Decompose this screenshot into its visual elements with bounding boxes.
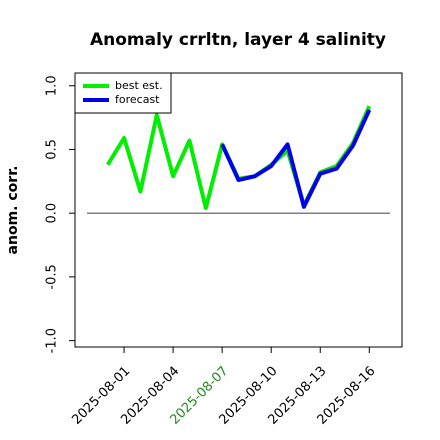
legend-box xyxy=(74,72,172,114)
y-tick-label: 1.0 xyxy=(45,75,60,96)
series-line xyxy=(220,109,372,209)
y-tick-label: -1.0 xyxy=(45,328,60,353)
y-axis-label: anom. corr. xyxy=(5,166,21,255)
legend-label: forecast xyxy=(115,93,160,106)
y-tick-label: 0.5 xyxy=(45,139,60,160)
chart-title: Anomaly crrltn, layer 4 salinity xyxy=(90,30,386,50)
series-line xyxy=(105,105,372,211)
y-tick-label: -0.5 xyxy=(45,264,60,289)
legend-label: best est. xyxy=(115,79,163,92)
plot-frame xyxy=(74,72,403,348)
y-tick-label: 0.0 xyxy=(45,203,60,224)
